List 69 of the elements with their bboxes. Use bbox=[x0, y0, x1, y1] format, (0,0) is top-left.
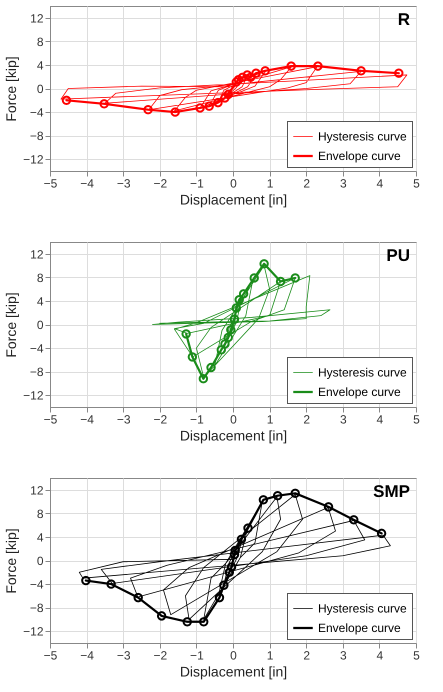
x-tick-label: 3 bbox=[340, 176, 347, 190]
x-tick-label: −1 bbox=[190, 648, 204, 662]
x-tick-label: 1 bbox=[266, 648, 274, 662]
y-tick-label: 0 bbox=[36, 82, 44, 96]
annotation: SMP bbox=[373, 482, 410, 501]
x-tick-label: 0 bbox=[230, 176, 238, 190]
x-tick-label: −3 bbox=[116, 648, 131, 662]
legend-label: Hysteresis curve bbox=[318, 602, 408, 616]
x-tick-label: −5 bbox=[44, 412, 58, 426]
y-tick-label: 12 bbox=[30, 247, 44, 262]
x-tick-label: 4 bbox=[376, 176, 384, 190]
x-tick-label: 0 bbox=[230, 412, 238, 426]
y-tick-label: 4 bbox=[36, 294, 44, 308]
x-axis-title: Displacement [in] bbox=[180, 192, 288, 208]
y-tick-label: −12 bbox=[23, 152, 44, 167]
y-tick-label: −12 bbox=[23, 388, 44, 403]
x-tick-label: 2 bbox=[303, 176, 310, 190]
y-tick-label: 4 bbox=[36, 530, 44, 544]
x-tick-label: −3 bbox=[116, 412, 131, 426]
x-tick-label: −2 bbox=[153, 648, 168, 662]
x-tick-label: −1 bbox=[190, 176, 204, 190]
x-tick-label: 5 bbox=[413, 648, 420, 662]
y-tick-label: 0 bbox=[36, 318, 44, 332]
y-tick-label: −12 bbox=[23, 624, 44, 639]
y-axis-title: Force [kip] bbox=[3, 56, 20, 122]
x-tick-label: −5 bbox=[44, 648, 58, 662]
x-tick-label: −4 bbox=[80, 176, 94, 190]
legend-label: Hysteresis curve bbox=[318, 366, 408, 380]
y-axis-title: Force [kip] bbox=[3, 528, 20, 594]
x-tick-label: −5 bbox=[44, 176, 58, 190]
legend-label: Hysteresis curve bbox=[318, 130, 408, 144]
x-tick-label: −4 bbox=[80, 412, 94, 426]
x-tick-label: 2 bbox=[303, 412, 310, 426]
x-tick-label: 5 bbox=[413, 412, 420, 426]
annotation: R bbox=[398, 10, 410, 29]
y-tick-label: 8 bbox=[36, 270, 44, 285]
x-tick-label: 2 bbox=[303, 648, 310, 662]
annotation: PU bbox=[386, 246, 410, 265]
y-tick-label: −4 bbox=[30, 106, 44, 120]
x-tick-label: 5 bbox=[413, 176, 420, 190]
x-tick-label: 1 bbox=[266, 412, 274, 426]
x-tick-label: 4 bbox=[376, 648, 384, 662]
x-tick-label: 4 bbox=[376, 412, 384, 426]
x-axis-title: Displacement [in] bbox=[180, 428, 288, 444]
x-tick-label: −2 bbox=[153, 176, 168, 190]
x-tick-label: 3 bbox=[340, 412, 347, 426]
y-tick-label: 0 bbox=[36, 554, 44, 568]
y-tick-label: −4 bbox=[30, 578, 44, 592]
x-tick-label: 0 bbox=[230, 648, 238, 662]
y-tick-label: 8 bbox=[36, 34, 44, 49]
y-tick-label: 8 bbox=[36, 506, 44, 521]
y-tick-label: −8 bbox=[30, 129, 44, 144]
y-tick-label: −4 bbox=[30, 342, 44, 356]
y-tick-label: −8 bbox=[30, 365, 44, 380]
y-tick-label: 4 bbox=[36, 58, 44, 72]
x-axis-title: Displacement [in] bbox=[180, 664, 288, 680]
legend-label: Envelope curve bbox=[318, 149, 402, 163]
y-tick-label: 12 bbox=[30, 11, 44, 26]
x-tick-label: 3 bbox=[340, 648, 347, 662]
x-tick-label: −1 bbox=[190, 412, 204, 426]
y-tick-label: 12 bbox=[30, 483, 44, 498]
y-axis-title: Force [kip] bbox=[3, 292, 20, 358]
x-tick-label: −2 bbox=[153, 412, 168, 426]
y-tick-label: −8 bbox=[30, 601, 44, 616]
legend-label: Envelope curve bbox=[318, 385, 402, 399]
x-tick-label: −4 bbox=[80, 648, 94, 662]
legend-label: Envelope curve bbox=[318, 621, 402, 635]
x-tick-label: −3 bbox=[116, 176, 131, 190]
x-tick-label: 1 bbox=[266, 176, 274, 190]
